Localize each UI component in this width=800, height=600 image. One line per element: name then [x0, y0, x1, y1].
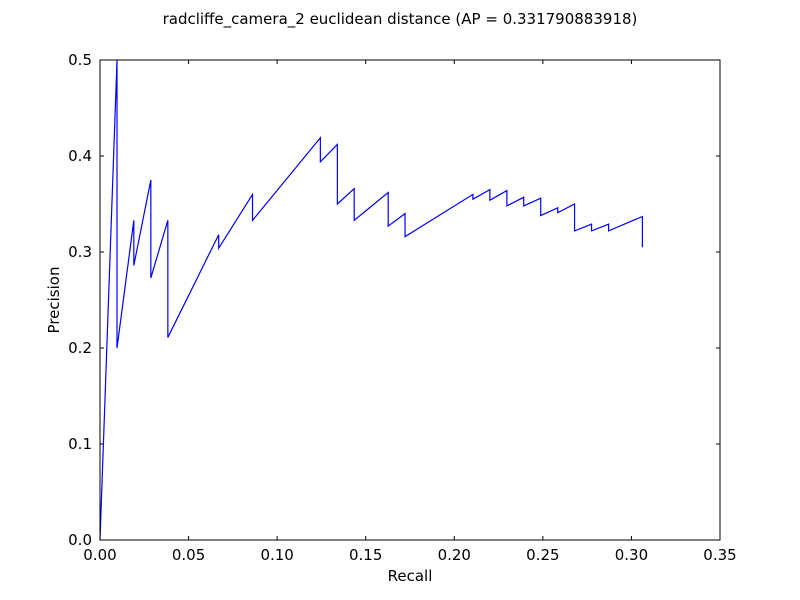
x-tick-label: 0.00: [83, 546, 116, 564]
x-tick-label: 0.15: [349, 546, 382, 564]
y-tick-label: 0.4: [68, 147, 92, 165]
x-axis-label: Recall: [388, 567, 433, 585]
series-layer: [99, 59, 644, 541]
x-tick-label: 0.05: [172, 546, 205, 564]
y-tick-label: 0.5: [68, 51, 92, 69]
chart-title: radcliffe_camera_2 euclidean distance (A…: [163, 10, 638, 29]
ticks-layer: 0.00 0.05 0.10 0.15 0.20 0.25 0.30 0.35 0.0 0.1 0.…: [68, 51, 737, 564]
y-tick-label: 0.0: [68, 531, 92, 549]
precision-recall-line: [99, 59, 644, 541]
axes-frame: [99, 59, 721, 541]
y-tick-label: 0.3: [68, 243, 92, 261]
y-tick-label: 0.1: [68, 435, 92, 453]
x-tick-label: 0.25: [526, 546, 559, 564]
x-tick-label: 0.35: [703, 546, 736, 564]
y-axis-label: Precision: [45, 267, 63, 334]
y-tick-label: 0.2: [68, 339, 92, 357]
x-tick-label: 0.10: [260, 546, 293, 564]
x-tick-label: 0.20: [438, 546, 471, 564]
x-tick-label: 0.30: [615, 546, 648, 564]
